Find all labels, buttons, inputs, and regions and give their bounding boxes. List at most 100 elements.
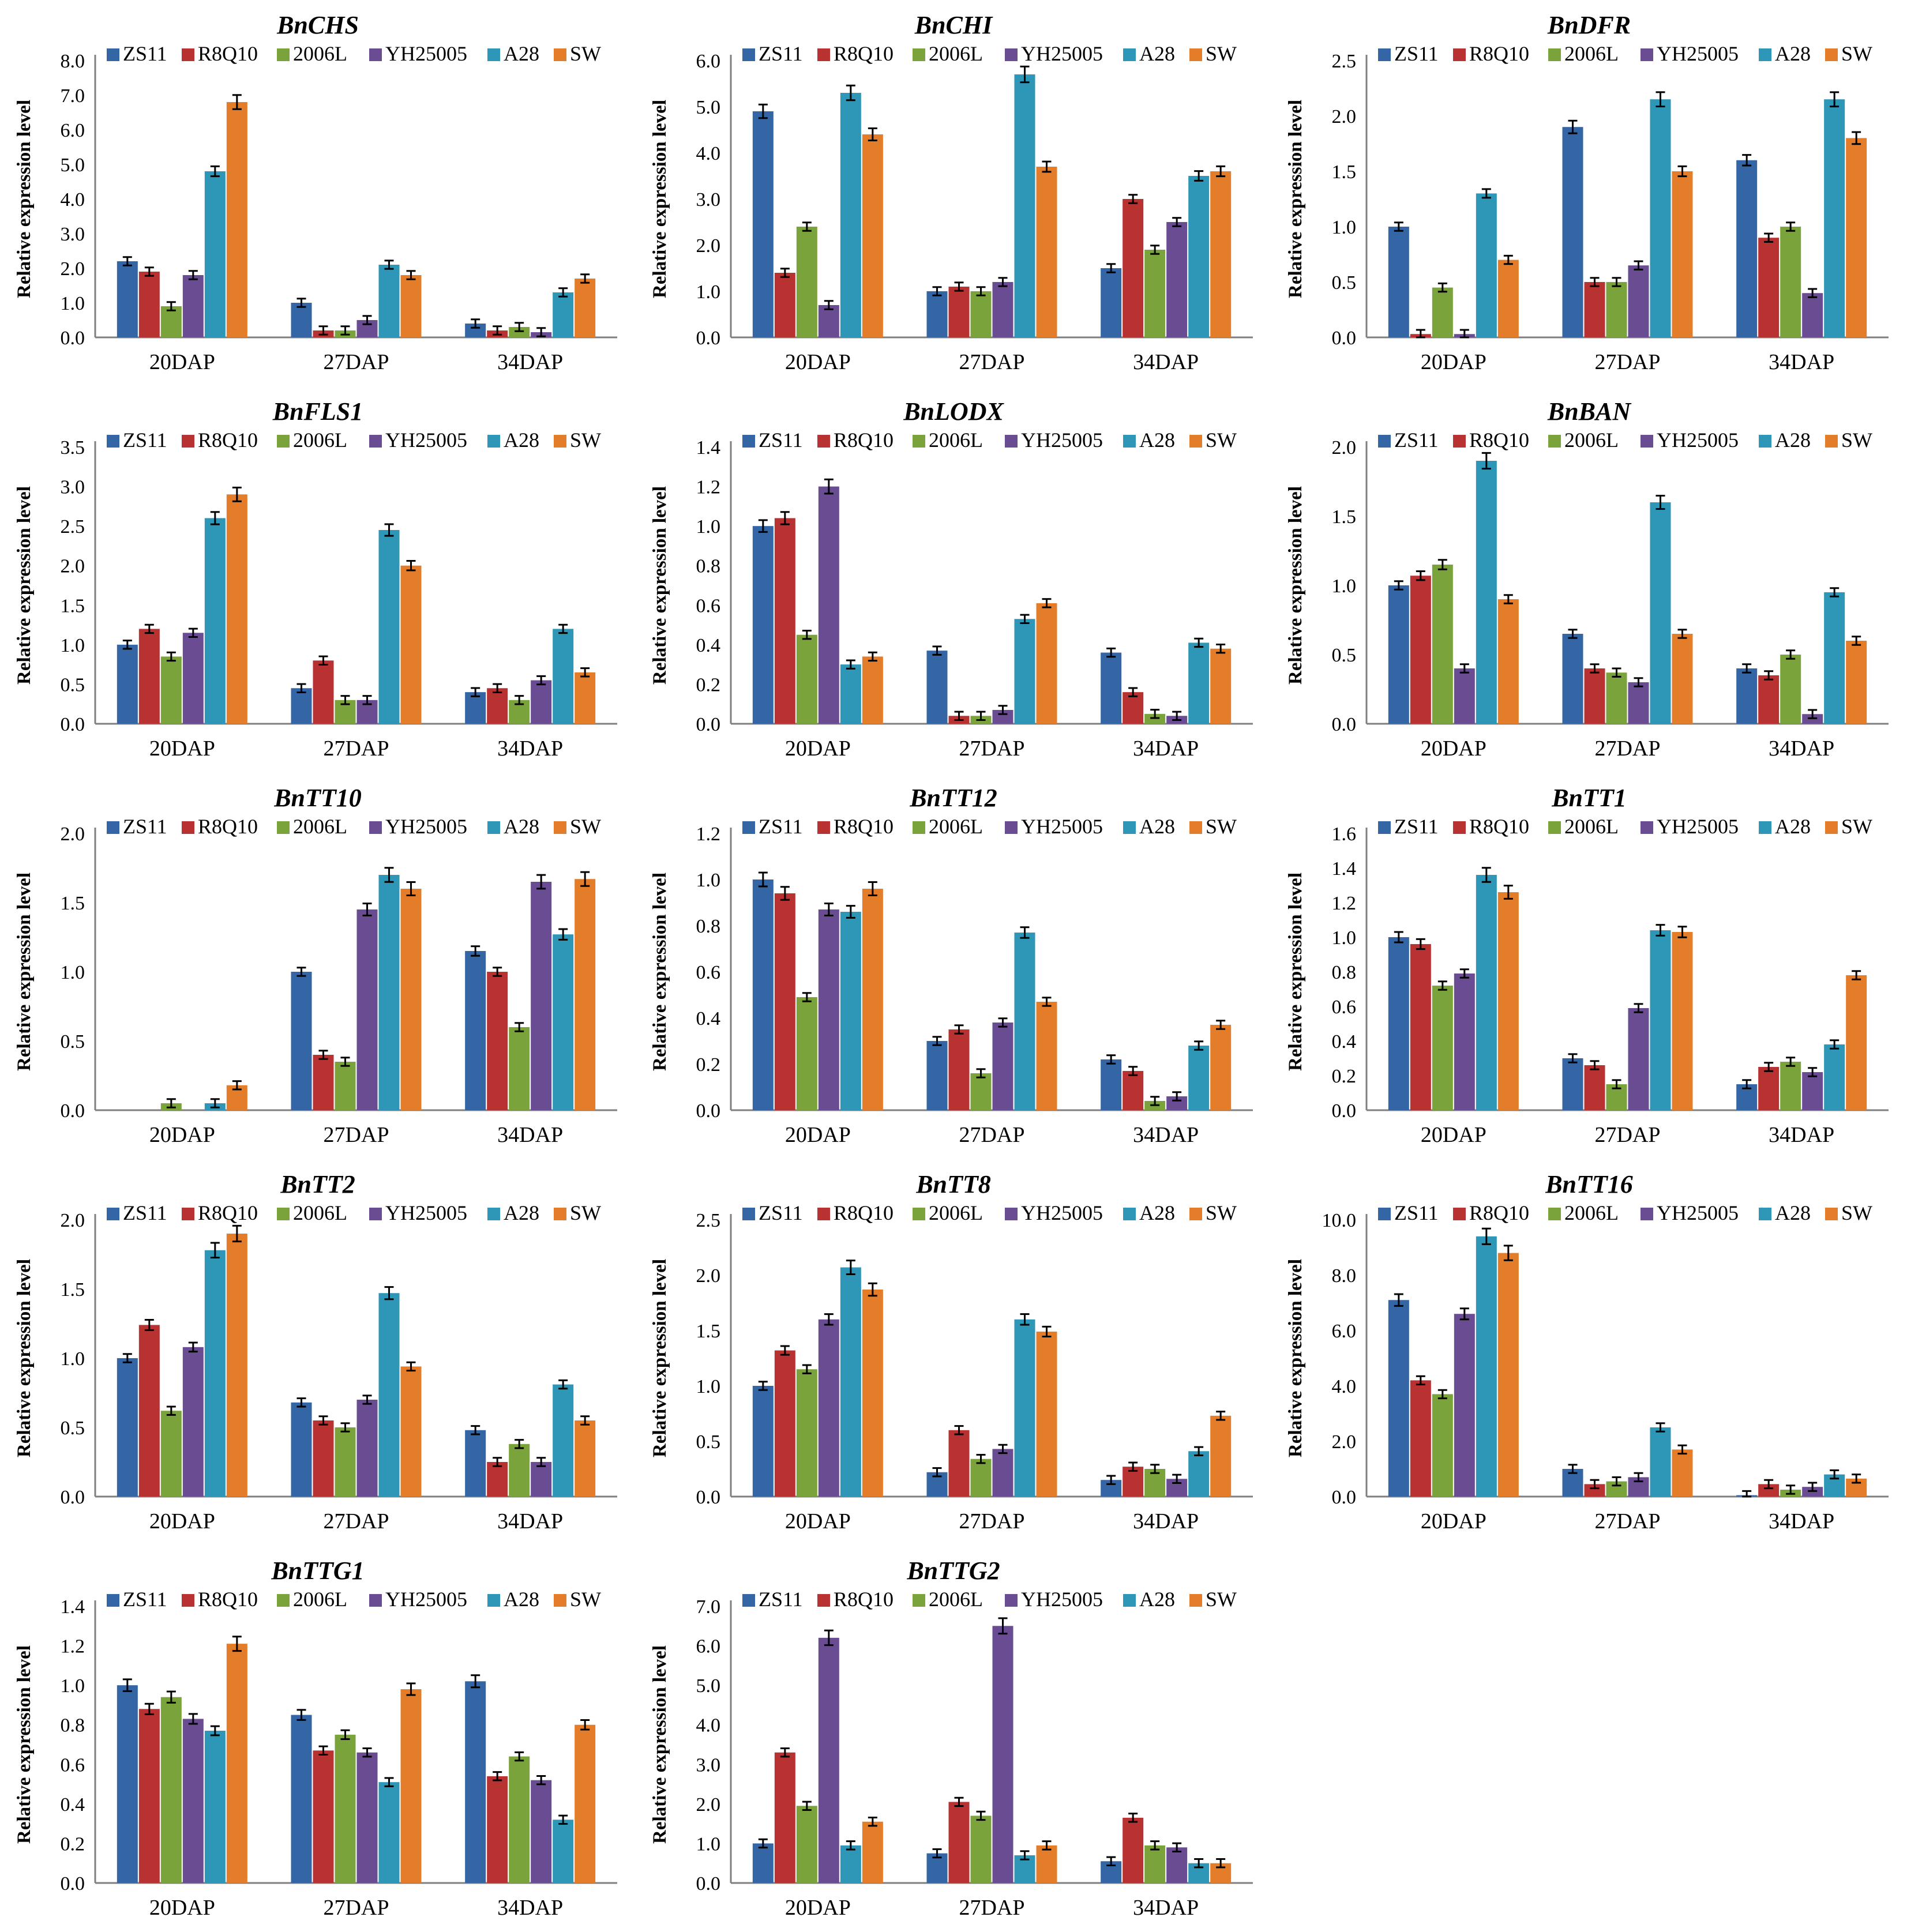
bntt2-bar-34dap-2006l: [509, 1444, 530, 1497]
bnfls1-bar-20dap-sw: [226, 494, 247, 724]
bndfr-bar-20dap-zs11: [1388, 227, 1409, 337]
bnchi-ytick: 4.0: [696, 143, 721, 164]
bnban-ytick: 1.5: [1332, 506, 1357, 528]
bnfls1-ytick: 1.5: [61, 595, 85, 617]
bntt12-ytick: 1.2: [696, 824, 721, 845]
bntt16-bar-27dap-r8q10: [1584, 1484, 1605, 1497]
bntt2-bar-27dap-zs11: [291, 1402, 312, 1497]
bntt2-bar-34dap-zs11: [465, 1430, 486, 1497]
bntt8-ytick: 0.5: [696, 1431, 721, 1453]
bntt12-legend-swatch: [1123, 821, 1136, 834]
bntt12-bar-20dap-sw: [862, 889, 883, 1110]
bnttg1-category-label: 27DAP: [323, 1896, 389, 1920]
bnfls1-bar-27dap-zs11: [291, 688, 312, 724]
bnchs-bar-20dap-sw: [226, 102, 247, 337]
bnban-bar-27dap-zs11: [1562, 634, 1583, 724]
bntt2-legend-label: R8Q10: [198, 1201, 258, 1224]
bnttg2-bar-34dap-2006l: [1144, 1845, 1166, 1883]
bnban-legend-swatch: [1759, 435, 1771, 448]
bnchi-legend-label: A28: [1139, 42, 1175, 65]
bntt16-bar-20dap-r8q10: [1410, 1380, 1431, 1497]
bntt8-ytick: 2.0: [696, 1265, 721, 1287]
bnchs-legend-swatch: [107, 48, 119, 61]
bntt12-legend-swatch: [1005, 821, 1018, 834]
bnchi-legend-label: R8Q10: [834, 42, 894, 65]
bnttg2-bar-27dap-r8q10: [948, 1802, 970, 1883]
bntt12-bar-27dap-a28: [1014, 933, 1035, 1110]
bnban-ylabel: Relative expression level: [1285, 486, 1306, 685]
bnban-legend-label: SW: [1841, 429, 1872, 452]
bnchs-bar-34dap-a28: [553, 292, 574, 337]
bnban-bar-27dap-yh25005: [1628, 682, 1649, 724]
bntt2-category-label: 20DAP: [149, 1509, 215, 1533]
bnttg1-legend-label: 2006L: [293, 1588, 347, 1611]
bntt16-ylabel: Relative expression level: [1285, 1259, 1306, 1457]
bntt8-ytick: 1.0: [696, 1376, 721, 1397]
bnchs-bar-20dap-r8q10: [138, 272, 160, 337]
bntt1-bar-20dap-a28: [1476, 875, 1497, 1110]
bnfls1-bar-34dap-zs11: [465, 692, 486, 724]
bnchi-legend-swatch: [817, 48, 830, 61]
bntt12-bar-27dap-2006l: [970, 1073, 992, 1110]
bnttg1-legend-label: A28: [504, 1588, 539, 1611]
bntt1-bar-20dap-sw: [1497, 892, 1519, 1110]
bntt2-bar-34dap-a28: [553, 1384, 574, 1497]
bntt10-bar-27dap-a28: [378, 875, 400, 1110]
bntt12-bar-20dap-yh25005: [818, 909, 839, 1110]
bntt1-legend-swatch: [1641, 821, 1653, 834]
bntt16-category-label: 27DAP: [1594, 1509, 1660, 1533]
bnlodx-ytick: 0.8: [696, 556, 721, 577]
bnlodx-bar-34dap-sw: [1210, 648, 1232, 724]
bntt2-bar-27dap-a28: [378, 1293, 400, 1497]
bntt8-ytick: 2.5: [696, 1210, 721, 1231]
bntt12-ytick: 0.0: [696, 1100, 721, 1122]
bnchi-legend-label: SW: [1206, 42, 1237, 65]
bnttg1-bar-20dap-2006l: [160, 1697, 182, 1883]
bnfls1-category-label: 20DAP: [149, 736, 215, 761]
bntt2-chart: BnTT2 Relative expression level 0.0 0.5 1.0 1…: [14, 1170, 617, 1533]
bntt16-chart: BnTT16 Relative expression level 0.0 2.0 4.0…: [1285, 1170, 1889, 1533]
bnlodx-category-label: 34DAP: [1133, 736, 1199, 761]
bndfr-category-label: 34DAP: [1769, 350, 1834, 374]
bntt16-bar-34dap-r8q10: [1758, 1484, 1780, 1497]
bnban-legend-label: ZS11: [1394, 429, 1439, 452]
bntt1-legend-swatch: [1548, 821, 1561, 834]
bntt8-bar-34dap-sw: [1210, 1415, 1232, 1497]
bnban-bar-27dap-r8q10: [1584, 668, 1605, 724]
bnlodx-legend-label: A28: [1139, 429, 1175, 452]
bndfr-legend-swatch: [1641, 48, 1653, 61]
bntt8-bar-20dap-yh25005: [818, 1319, 839, 1497]
bndfr-bar-34dap-zs11: [1736, 160, 1758, 337]
bnchi-legend-label: YH25005: [1021, 42, 1103, 65]
bntt10-legend-swatch: [369, 821, 382, 834]
bnban-bar-34dap-a28: [1824, 592, 1845, 724]
bnchs-legend-swatch: [277, 48, 290, 61]
bntt1-title: BnTT1: [1551, 784, 1627, 812]
bndfr-category-label: 27DAP: [1594, 350, 1660, 374]
bntt12-legend-swatch: [913, 821, 925, 834]
bntt8-bar-20dap-a28: [840, 1267, 861, 1497]
bnfls1-legend-swatch: [277, 435, 290, 448]
bnchs-legend-swatch: [369, 48, 382, 61]
bntt16-legend-swatch: [1378, 1208, 1391, 1220]
bnchi-ytick: 1.0: [696, 281, 721, 303]
bnban-category-label: 34DAP: [1769, 736, 1834, 761]
bnchs-legend-swatch: [487, 48, 500, 61]
bnchs-ytick: 3.0: [61, 224, 85, 245]
bnttg1-bar-27dap-2006l: [335, 1734, 356, 1883]
bnttg2-category-label: 20DAP: [785, 1896, 851, 1920]
bnttg1-legend-swatch: [277, 1594, 290, 1607]
bntt8-legend-swatch: [1005, 1208, 1018, 1220]
bnttg2-ytick: 0.0: [696, 1873, 721, 1895]
bnfls1-legend-label: SW: [570, 429, 601, 452]
bnchi-bar-27dap-r8q10: [948, 287, 970, 337]
bnttg2-legend-label: R8Q10: [834, 1588, 894, 1611]
bndfr-legend-swatch: [1825, 48, 1838, 61]
bntt1-ytick: 1.0: [1332, 927, 1357, 949]
bnfls1-ylabel: Relative expression level: [14, 486, 35, 685]
bnttg1-category-label: 20DAP: [149, 1896, 215, 1920]
bnfls1-bar-20dap-zs11: [117, 644, 138, 724]
bndfr-bar-27dap-r8q10: [1584, 282, 1605, 337]
bntt2-category-label: 27DAP: [323, 1509, 389, 1533]
bntt8-title: BnTT8: [915, 1170, 991, 1198]
